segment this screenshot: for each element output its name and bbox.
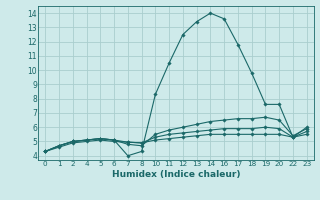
X-axis label: Humidex (Indice chaleur): Humidex (Indice chaleur) bbox=[112, 170, 240, 179]
